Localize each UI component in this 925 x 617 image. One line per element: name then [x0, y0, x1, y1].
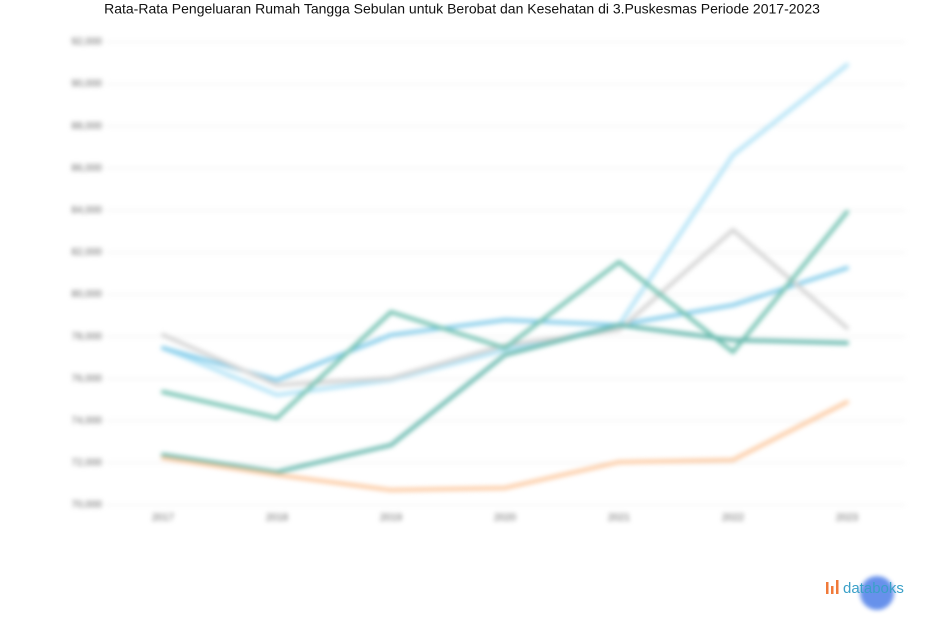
y-tick-label: 82,000: [71, 247, 102, 258]
logo-icon: [826, 582, 829, 594]
x-tick-label: 2018: [266, 513, 289, 524]
y-tick-label: 76,000: [71, 373, 102, 384]
x-tick-label: 2017: [152, 513, 175, 524]
x-tick-label: 2022: [722, 513, 745, 524]
line: [161, 323, 849, 474]
y-tick-label: 78,000: [71, 331, 102, 342]
plot-area: 70,000 72,000 74,000 76,000 78,000 80,000 82,0…: [71, 37, 905, 524]
y-tick-label: 74,000: [71, 415, 102, 426]
y-tick-label: 92,000: [71, 37, 102, 48]
y-tick-label: 90,000: [71, 79, 102, 90]
y-tick-label: 86,000: [71, 163, 102, 174]
logo-blob: [860, 576, 894, 610]
line: [161, 210, 849, 421]
line: [161, 266, 849, 382]
logo: databoks: [826, 576, 904, 610]
y-tick-label: 70,000: [71, 500, 102, 511]
y-tick-label: 80,000: [71, 289, 102, 300]
logo-text: databoks: [843, 580, 904, 597]
y-tick-label: 88,000: [71, 121, 102, 132]
x-tick-label: 2019: [380, 513, 403, 524]
logo-icon: [831, 586, 834, 594]
chart-title: Rata-Rata Pengeluaran Rumah Tangga Sebul…: [104, 1, 820, 17]
x-tick-label: 2020: [494, 513, 517, 524]
y-tick-label: 84,000: [71, 205, 102, 216]
line: [161, 227, 849, 388]
x-tick-label: 2021: [608, 513, 631, 524]
x-tick-label: 2023: [836, 513, 859, 524]
line: [161, 400, 849, 493]
logo-icon: [836, 580, 839, 594]
y-tick-label: 72,000: [71, 458, 102, 469]
